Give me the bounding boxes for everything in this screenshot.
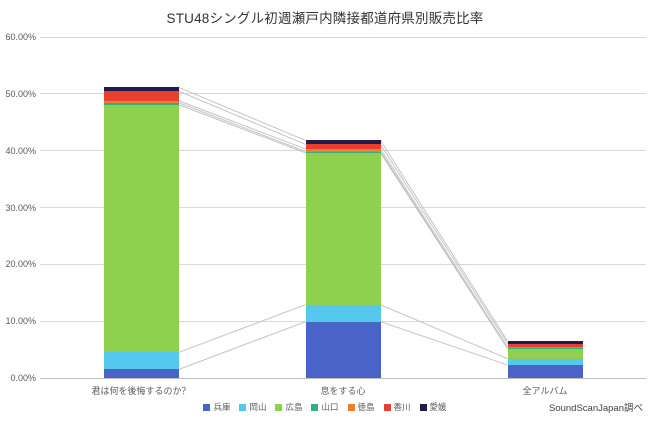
gridline-60 xyxy=(40,36,646,38)
legend-item-徳島: 徳島 xyxy=(347,401,375,413)
series-line-愛媛 xyxy=(178,86,306,141)
y-axis-tick-label: 40.00% xyxy=(5,145,36,156)
x-axis-line xyxy=(40,377,646,379)
legend-swatch-icon xyxy=(275,403,283,411)
legend-swatch-icon xyxy=(419,403,427,411)
legend-label: 徳島 xyxy=(357,402,375,412)
legend-item-香川: 香川 xyxy=(383,401,411,413)
chart-title: STU48シングル初週瀬戸内隣接都道府県別販売比率 xyxy=(166,11,484,26)
legend-item-岡山: 岡山 xyxy=(239,401,266,413)
bar-segment-徳島 xyxy=(507,347,583,348)
series-line-徳島 xyxy=(380,148,508,348)
series-line-香川 xyxy=(380,144,508,345)
y-axis-tick-label: 20.00% xyxy=(5,259,36,270)
bar-segment-山口 xyxy=(103,102,179,105)
legend-item-兵庫: 兵庫 xyxy=(203,401,230,413)
bar-segment-岡山 xyxy=(507,358,583,365)
legend-label: 愛媛 xyxy=(429,402,447,412)
bar-segment-香川 xyxy=(507,343,583,348)
source-note: SoundScanJapan調べ xyxy=(548,403,643,414)
series-line-岡山 xyxy=(380,304,508,360)
bar-segment-徳島 xyxy=(103,100,179,103)
series-connector-lines xyxy=(178,86,508,370)
bar-segment-山口 xyxy=(507,347,583,349)
bar-segment-愛媛 xyxy=(305,140,381,145)
y-axis-tick-label: 50.00% xyxy=(5,88,36,99)
series-line-山口 xyxy=(178,102,306,152)
series-line-愛媛 xyxy=(380,140,508,342)
legend-item-愛媛: 愛媛 xyxy=(419,401,447,413)
bar-segment-兵庫 xyxy=(305,321,381,378)
y-axis-tick-label: 10.00% xyxy=(5,316,36,327)
bar-segment-広島 xyxy=(305,152,381,305)
y-axis-tick-label: 30.00% xyxy=(5,202,36,213)
legend-label: 岡山 xyxy=(249,402,267,412)
gridline-50 xyxy=(40,93,646,95)
bar-segment-広島 xyxy=(103,104,179,353)
y-axis-tick-label: 60.00% xyxy=(5,32,36,42)
bar-segment-兵庫 xyxy=(103,369,179,378)
bar-segment-香川 xyxy=(103,91,179,101)
series-line-香川 xyxy=(178,90,306,145)
x-axis-category-label: 君は何を後悔するのか？ xyxy=(91,386,191,396)
series-line-徳島 xyxy=(178,100,306,150)
legend-swatch-icon xyxy=(383,403,391,411)
legend-label: 兵庫 xyxy=(213,402,231,412)
legend-item-広島: 広島 xyxy=(275,401,302,413)
legend-label: 香川 xyxy=(393,402,411,412)
bar-segment-岡山 xyxy=(103,352,179,370)
bar-segment-岡山 xyxy=(305,304,381,322)
legend: 兵庫 岡山 広島 山口 徳島 香川 愛媛 xyxy=(0,401,650,413)
x-axis-category-label: 息をする心 xyxy=(320,386,366,396)
plot-area xyxy=(40,36,646,379)
bar-segment-愛媛 xyxy=(103,87,179,91)
bar-segment-徳島 xyxy=(305,148,381,152)
legend-label: 山口 xyxy=(321,402,339,412)
legend-swatch-icon xyxy=(203,403,211,411)
bar-segment-山口 xyxy=(305,151,381,153)
y-axis-tick-label: 0.00% xyxy=(10,373,36,383)
bar-segment-愛媛 xyxy=(507,341,583,344)
legend-label: 広島 xyxy=(285,402,303,412)
bar-segment-広島 xyxy=(507,348,583,359)
legend-item-山口: 山口 xyxy=(311,401,339,413)
bar-segment-香川 xyxy=(305,144,381,149)
bar-segment-兵庫 xyxy=(507,364,583,378)
series-line-兵庫 xyxy=(178,321,306,370)
legend-swatch-icon xyxy=(239,403,247,411)
legend-swatch-icon xyxy=(311,403,319,411)
series-line-岡山 xyxy=(178,304,306,353)
x-axis-category-label: 全アルバム xyxy=(522,386,568,396)
legend-swatch-icon xyxy=(347,403,355,411)
series-line-広島 xyxy=(178,104,306,154)
series-line-兵庫 xyxy=(380,321,508,366)
